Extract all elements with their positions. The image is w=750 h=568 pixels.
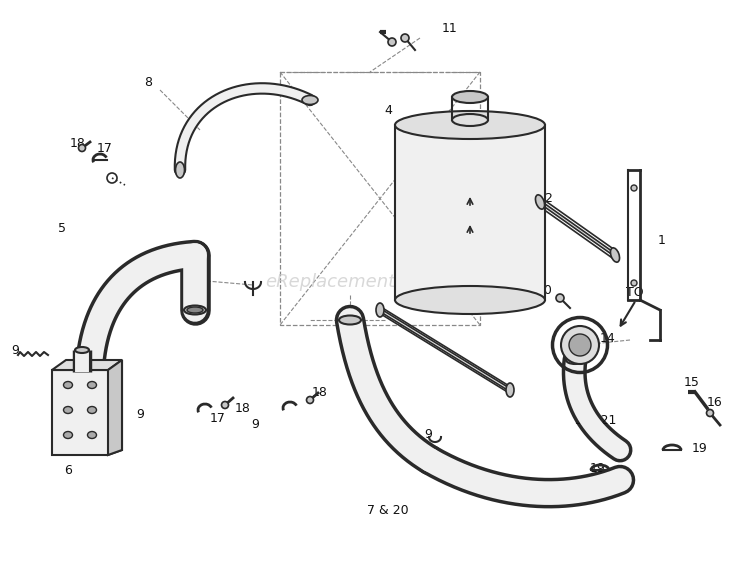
Circle shape (388, 38, 396, 46)
Ellipse shape (452, 114, 488, 126)
Ellipse shape (452, 91, 488, 103)
Circle shape (706, 410, 713, 416)
Ellipse shape (339, 315, 361, 324)
Text: 2: 2 (544, 191, 552, 204)
Ellipse shape (88, 407, 97, 414)
Text: 6: 6 (64, 463, 72, 477)
Text: 18: 18 (70, 136, 86, 149)
Polygon shape (395, 125, 545, 300)
Ellipse shape (395, 286, 545, 314)
Ellipse shape (64, 432, 73, 438)
Text: 5: 5 (58, 222, 66, 235)
Ellipse shape (64, 382, 73, 389)
Ellipse shape (88, 432, 97, 438)
Text: 9: 9 (136, 408, 144, 421)
Text: eReplacementParts.com: eReplacementParts.com (265, 273, 485, 291)
Circle shape (307, 396, 314, 403)
Text: 9: 9 (11, 344, 19, 357)
Text: 18: 18 (312, 386, 328, 399)
Text: 9: 9 (251, 419, 259, 432)
Text: 17: 17 (97, 141, 113, 154)
Polygon shape (538, 199, 617, 258)
Ellipse shape (569, 334, 591, 356)
Text: 1: 1 (658, 233, 666, 247)
Text: 4: 4 (384, 103, 392, 116)
Ellipse shape (610, 248, 620, 262)
Ellipse shape (536, 195, 544, 209)
Polygon shape (52, 360, 122, 455)
Circle shape (221, 402, 229, 408)
Ellipse shape (184, 306, 206, 315)
Ellipse shape (376, 303, 384, 317)
Text: 16: 16 (707, 396, 723, 410)
Circle shape (556, 294, 564, 302)
Text: 8: 8 (144, 76, 152, 89)
Text: 9: 9 (424, 428, 432, 441)
Circle shape (631, 280, 637, 286)
Text: 17: 17 (210, 411, 226, 424)
Polygon shape (108, 360, 122, 455)
Text: 19: 19 (590, 461, 606, 474)
Text: TO: TO (626, 286, 644, 299)
Text: 3 & 21: 3 & 21 (575, 414, 616, 427)
Text: 9: 9 (188, 247, 196, 260)
Circle shape (631, 185, 637, 191)
Text: 18: 18 (235, 402, 251, 415)
Text: 10: 10 (537, 283, 553, 296)
Circle shape (401, 34, 409, 42)
Ellipse shape (302, 95, 318, 105)
Ellipse shape (561, 326, 599, 364)
Ellipse shape (187, 307, 203, 313)
Text: 7 & 20: 7 & 20 (368, 503, 409, 516)
Polygon shape (379, 307, 512, 392)
Text: 15: 15 (684, 377, 700, 390)
Text: 14: 14 (600, 332, 616, 345)
Ellipse shape (506, 383, 514, 397)
Text: 19: 19 (692, 441, 708, 454)
Polygon shape (52, 360, 122, 370)
Ellipse shape (64, 407, 73, 414)
Ellipse shape (88, 382, 97, 389)
Text: 11: 11 (442, 22, 458, 35)
Ellipse shape (566, 356, 584, 364)
Ellipse shape (395, 111, 545, 139)
Ellipse shape (176, 162, 184, 178)
Ellipse shape (75, 347, 89, 353)
Circle shape (79, 144, 86, 152)
